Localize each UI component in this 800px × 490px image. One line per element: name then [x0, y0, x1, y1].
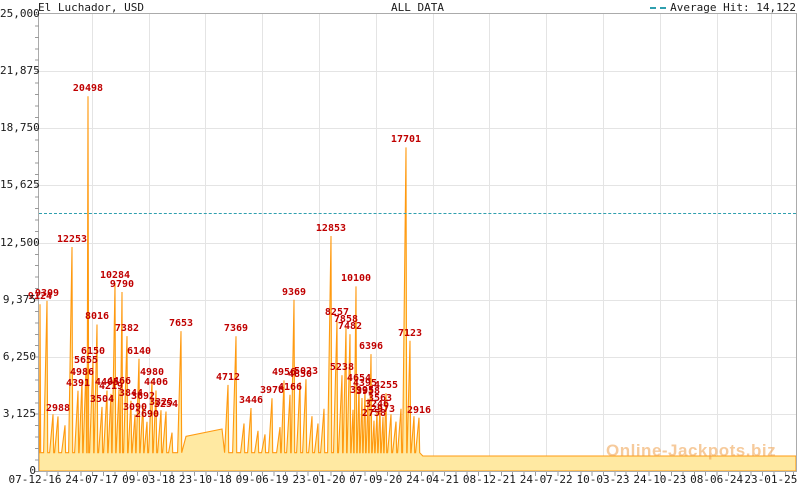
hit-value-label: 4986	[69, 366, 95, 378]
hit-value-label: 3446	[238, 395, 264, 406]
x-axis-label: 10-03-23	[576, 473, 630, 486]
area-series	[39, 96, 796, 471]
hit-value-label: 3504	[89, 393, 115, 405]
y-axis-label: 3,125	[2, 406, 36, 420]
hit-value-label: 4219	[98, 380, 124, 392]
y-axis-label: 9,375	[2, 292, 36, 306]
hit-value-label: 3254	[153, 398, 179, 410]
hit-value-label: 4391	[65, 377, 91, 389]
y-axis-label: 6,250	[2, 349, 36, 363]
hit-value-label: 17701	[390, 134, 422, 146]
hit-value-label: 20498	[72, 83, 104, 95]
watermark: Online-Jackpots.biz	[606, 441, 777, 460]
hit-value-label: 3976	[259, 385, 285, 397]
y-axis-label: 15,625	[0, 178, 40, 192]
x-axis-label: 24-10-23	[633, 473, 687, 486]
hit-value-label: 3692	[130, 390, 156, 402]
hit-value-label: 9369	[281, 286, 307, 298]
hit-value-label: 6150	[80, 345, 106, 357]
y-axis-label: 0	[29, 464, 36, 477]
y-axis-label: 18,750	[0, 121, 40, 135]
y-axis-label: 12,500	[0, 235, 40, 249]
x-axis-label: 07-12-16	[8, 473, 62, 486]
grid-line	[39, 242, 796, 244]
jackpot-area-path	[39, 96, 796, 471]
hit-value-label: 4466	[106, 376, 132, 388]
hit-value-label: 7653	[168, 318, 194, 330]
grid-line	[39, 413, 796, 415]
grid-line	[39, 299, 796, 301]
hit-value-label: 5238	[329, 362, 354, 374]
hit-value-label: 2690	[134, 408, 160, 420]
hit-value-label: 5023	[293, 366, 319, 378]
hit-value-label: 4712	[215, 371, 241, 383]
hit-value-label: 12853	[315, 223, 347, 235]
plot-area: 9124 9309 2988 12253 4391 4986 5655 20498 6150 80…	[28, 13, 797, 472]
hit-value-label: 9309	[34, 287, 60, 299]
hit-value-label: 4406	[143, 377, 169, 389]
hit-value-label: 3563	[367, 392, 393, 404]
hit-value-label: 3246	[364, 398, 390, 410]
hit-value-label: 9124	[27, 291, 53, 303]
y-axis-label: 25,000	[0, 7, 40, 20]
hit-value-label: 4654	[346, 372, 372, 384]
hit-value-label: 4405	[94, 377, 120, 389]
hit-value-label: 3844	[118, 387, 144, 399]
x-axis-ticks	[39, 472, 797, 476]
hit-value-label: 7123	[397, 327, 423, 339]
hit-value-label: 3325	[148, 397, 174, 409]
hit-value-label: 7858	[333, 314, 358, 326]
x-axis-label: 09-03-18	[122, 473, 176, 486]
hit-value-label: 10100	[340, 273, 372, 285]
hit-value-label: 12253	[56, 234, 88, 245]
x-axis-label: 08-06-24	[690, 473, 744, 486]
hit-value-label: 4166	[277, 381, 303, 393]
hit-value-label: 7369	[223, 323, 249, 335]
grid-line	[39, 356, 796, 358]
hit-value-label: 10284	[99, 270, 131, 281]
hit-value-label: 4255	[373, 380, 399, 392]
x-axis-label: 07-09-20	[349, 473, 403, 486]
grid-line	[39, 128, 796, 130]
hit-value-label: 8257	[324, 307, 349, 319]
y-axis-label: 21,875	[0, 64, 40, 78]
hit-value-label: 2988	[45, 403, 71, 415]
x-axis-label: 08-12-21	[462, 473, 516, 486]
hit-value-label: 6396	[358, 341, 384, 353]
legend-average-hit: Average Hit: 14,122	[650, 1, 796, 14]
chart-title: El Luchador, USD	[38, 1, 144, 14]
hit-value-label: 3958	[355, 385, 381, 397]
hit-value-label: 4956	[271, 367, 297, 379]
x-axis-label: 09-06-19	[235, 473, 289, 486]
x-axis-label: 24-07-17	[65, 473, 119, 486]
hit-value-label: 4980	[139, 366, 165, 378]
hit-value-label: 9790	[109, 279, 134, 291]
legend-label: Average Hit: 14,122	[670, 1, 796, 14]
x-axis-label: 24-04-21	[406, 473, 460, 486]
hit-value-label: 7482	[337, 321, 363, 333]
hit-value-label: 7382	[114, 323, 139, 335]
average-line-key-icon	[650, 6, 667, 9]
hit-value-label: 4850	[287, 369, 313, 381]
hit-value-label: 2973	[370, 403, 396, 415]
hit-value-label: 8016	[84, 311, 110, 323]
hit-value-label: 4395	[352, 377, 377, 389]
grid-line	[39, 185, 796, 187]
hit-value-label: 3090	[122, 401, 148, 413]
hit-value-label: 3995	[349, 384, 375, 396]
hit-value-label: 5655	[73, 354, 99, 366]
x-axis-label: 23-01-20	[292, 473, 346, 486]
x-axis-label: 23-10-18	[178, 473, 232, 486]
average-hit-line	[39, 213, 796, 214]
x-axis-label: 23-01-25	[744, 473, 798, 486]
chart-subtitle: ALL DATA	[391, 1, 444, 14]
grid-line	[39, 71, 796, 73]
hit-value-label: 2916	[406, 404, 432, 416]
hit-value-label: 6140	[126, 345, 152, 357]
x-axis-label: 24-07-22	[519, 473, 573, 486]
hit-value-label: 2758	[361, 407, 387, 419]
y-axis-ticks	[35, 14, 39, 472]
